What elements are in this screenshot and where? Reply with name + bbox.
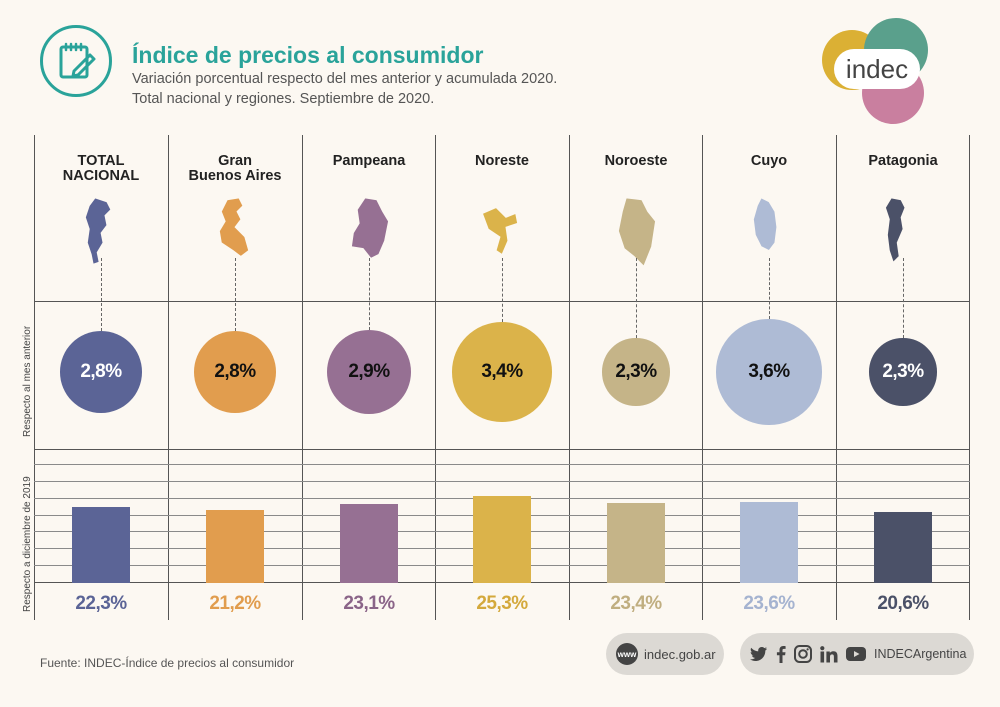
monthly-value: 2,3% (882, 360, 924, 382)
map-icon-total-nacional (85, 197, 112, 265)
map-icon-noreste (482, 207, 519, 255)
cumulative-bar-total-nacional (72, 506, 130, 583)
connector-line (636, 258, 637, 339)
region-name-line1: Pampeana (332, 153, 406, 169)
region-name-line1: Noroeste (604, 153, 668, 169)
youtube-icon[interactable] (846, 647, 866, 661)
map-icon-gran-buenos-aires (219, 197, 250, 257)
connector-line (101, 258, 102, 332)
monthly-bubble-gran-buenos-aires: 2,8% (194, 331, 276, 413)
source-note: Fuente: INDEC-Índice de precios al consu… (40, 656, 295, 670)
cumulative-bar-pampeana (340, 503, 398, 583)
cumulative-value-pampeana: 23,1% (343, 593, 395, 614)
region-name-noroeste: Noroeste (569, 154, 703, 169)
connector-line (369, 258, 370, 330)
indec-logo-text: indec (834, 49, 920, 89)
region-name-cuyo: Cuyo (702, 154, 836, 169)
monthly-bubble-cuyo: 3,6% (716, 319, 822, 425)
cumulative-value-cuyo: 23,6% (743, 593, 795, 614)
monthly-value: 2,9% (348, 360, 390, 382)
map-icon-cuyo (753, 197, 778, 251)
indec-logo: indec (822, 18, 932, 124)
region-name-line1: Patagonia (868, 153, 938, 169)
cumulative-value-gran-buenos-aires: 21,2% (209, 593, 261, 614)
monthly-value: 3,6% (748, 360, 790, 382)
website-link[interactable]: www indec.gob.ar (606, 633, 724, 675)
region-name-gran-buenos-aires: Gran Buenos Aires (168, 154, 302, 184)
monthly-bubble-noreste: 3,4% (452, 322, 552, 422)
cumulative-value-total-nacional: 22,3% (75, 593, 127, 614)
subtitle: Variación porcentual respecto del mes an… (132, 69, 557, 109)
map-icon-pampeana (351, 197, 389, 259)
region-name-line2: NACIONAL (62, 168, 140, 184)
ipc-icon (40, 25, 112, 97)
region-name-line2: Buenos Aires (188, 168, 282, 184)
monthly-value: 2,8% (214, 360, 256, 382)
region-name-noreste: Noreste (435, 154, 569, 169)
monthly-row-label: Respecto al mes anterior (22, 325, 33, 437)
cumulative-value-patagonia: 20,6% (877, 593, 929, 614)
page-title: Índice de precios al consumidor (132, 42, 484, 68)
monthly-bubble-patagonia: 2,3% (869, 338, 937, 406)
connector-line (769, 258, 770, 320)
cumulative-row-label: Respecto a diciembre de 2019 (22, 476, 33, 612)
region-name-line1: Noreste (475, 153, 529, 169)
region-name-line1: TOTAL (77, 153, 125, 169)
region-name-patagonia: Patagonia (836, 154, 970, 169)
region-name-line1: Cuyo (750, 153, 788, 169)
instagram-icon[interactable] (794, 645, 812, 663)
map-icon-noroeste (618, 197, 656, 267)
monthly-value: 2,3% (615, 360, 657, 382)
subtitle-line-2: Total nacional y regiones. Septiembre de… (132, 91, 435, 107)
region-name-pampeana: Pampeana (302, 154, 436, 169)
cumulative-bar-gran-buenos-aires (206, 510, 264, 583)
connector-line (903, 258, 904, 339)
monthly-bubble-pampeana: 2,9% (326, 329, 412, 415)
monthly-bubble-noroeste: 2,3% (602, 338, 670, 406)
cumulative-bar-cuyo (740, 502, 798, 583)
monthly-value: 2,8% (80, 360, 122, 382)
linkedin-icon[interactable] (820, 645, 838, 663)
map-icon-patagonia (885, 197, 906, 263)
connector-line (235, 258, 236, 332)
cumulative-bar-noroeste (607, 502, 665, 583)
cumulative-bar-patagonia (874, 512, 932, 583)
cumulative-bar-noreste (473, 496, 531, 583)
region-name-line1: Gran (218, 153, 252, 169)
region-name-total-nacional: TOTAL NACIONAL (34, 154, 168, 184)
cumulative-value-noreste: 25,3% (476, 593, 528, 614)
monthly-value: 3,4% (481, 360, 523, 382)
subtitle-line-1: Variación porcentual respecto del mes an… (132, 71, 558, 87)
social-links[interactable]: INDECArgentina (740, 633, 974, 675)
social-handle: INDECArgentina (874, 647, 967, 661)
twitter-icon[interactable] (750, 646, 768, 662)
cumulative-value-noroeste: 23,4% (610, 593, 662, 614)
monthly-bubble-total-nacional: 2,8% (60, 331, 142, 413)
connector-line (502, 258, 503, 323)
www-icon: www (616, 643, 638, 665)
website-label: indec.gob.ar (644, 646, 716, 662)
facebook-icon[interactable] (776, 645, 786, 663)
